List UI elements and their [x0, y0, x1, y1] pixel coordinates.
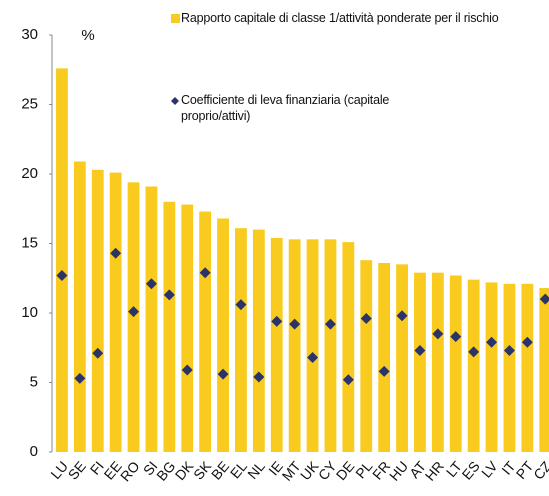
- diamond-marker: [539, 293, 549, 305]
- diamond-marker: [181, 364, 193, 376]
- bar: [270, 237, 283, 452]
- diamond-marker: [163, 289, 175, 301]
- y-tick-label: 0: [30, 443, 38, 460]
- y-tick-label: 25: [21, 95, 38, 112]
- y-tick-label: 20: [21, 165, 38, 182]
- diamond-marker: [521, 336, 533, 348]
- bar: [109, 172, 122, 453]
- bar: [378, 262, 391, 452]
- diamond-marker: [342, 374, 354, 386]
- diamond-marker: [289, 318, 301, 330]
- bar: [396, 264, 408, 452]
- bar: [485, 282, 498, 452]
- diamond-marker: [378, 365, 390, 377]
- bar: [431, 272, 444, 452]
- x-tick-label: RO: [117, 458, 143, 484]
- bar: [414, 272, 426, 452]
- diamond-marker: [503, 345, 515, 357]
- diamond-marker: [414, 345, 426, 357]
- y-tick-label: 15: [21, 234, 38, 251]
- x-tick-label: LV: [478, 458, 501, 481]
- bar: [127, 182, 140, 452]
- diamond-marker: [486, 336, 498, 348]
- y-tick-label: 5: [30, 373, 38, 390]
- bar: [181, 204, 194, 452]
- bar: [288, 239, 301, 452]
- legend-swatch: [171, 97, 179, 105]
- bar: [521, 283, 534, 452]
- bar: [342, 242, 355, 452]
- x-tick-label: CZ: [530, 458, 549, 483]
- diamond-marker: [432, 328, 444, 340]
- diamond-marker: [468, 346, 480, 358]
- bar: [467, 279, 480, 452]
- legend-label: Rapporto capitale di classe 1/attività p…: [181, 11, 499, 25]
- diamond-marker: [253, 371, 265, 383]
- diamond-marker: [145, 278, 157, 290]
- diamond-marker: [128, 306, 140, 318]
- diamond-marker: [324, 318, 336, 330]
- bar: [539, 287, 549, 452]
- bar: [360, 260, 373, 452]
- bar: [56, 68, 68, 453]
- bar: [91, 169, 104, 452]
- x-tick-label: NL: [244, 458, 268, 482]
- bar: [503, 283, 516, 452]
- legend-label: Coefficiente di leva finanziaria (capita…: [181, 93, 390, 123]
- diamond-marker: [199, 267, 211, 279]
- bar: [217, 218, 229, 452]
- diamond-marker: [217, 368, 229, 380]
- bar: [449, 275, 462, 452]
- diamond-marker: [74, 372, 86, 384]
- y-unit: %: [81, 27, 94, 44]
- diamond-marker: [235, 299, 247, 311]
- bar: [199, 211, 212, 452]
- diamond-marker: [396, 310, 408, 322]
- diamond-marker: [92, 347, 104, 359]
- bar: [145, 186, 158, 452]
- bar: [306, 239, 319, 452]
- x-tick-label: SE: [65, 458, 89, 483]
- bar: [235, 228, 247, 452]
- legend-swatch: [171, 14, 180, 23]
- diamond-marker: [450, 331, 462, 343]
- diamond-marker: [307, 351, 319, 363]
- bar: [252, 229, 265, 452]
- diamond-marker: [110, 247, 122, 259]
- y-tick-label: 30: [21, 26, 38, 43]
- y-tick-label: 10: [21, 304, 38, 321]
- diamond-marker: [271, 315, 283, 327]
- bar: [324, 239, 337, 452]
- bar: [73, 161, 86, 453]
- bar: [163, 201, 176, 452]
- diamond-marker: [360, 313, 372, 325]
- diamond-marker: [56, 269, 68, 281]
